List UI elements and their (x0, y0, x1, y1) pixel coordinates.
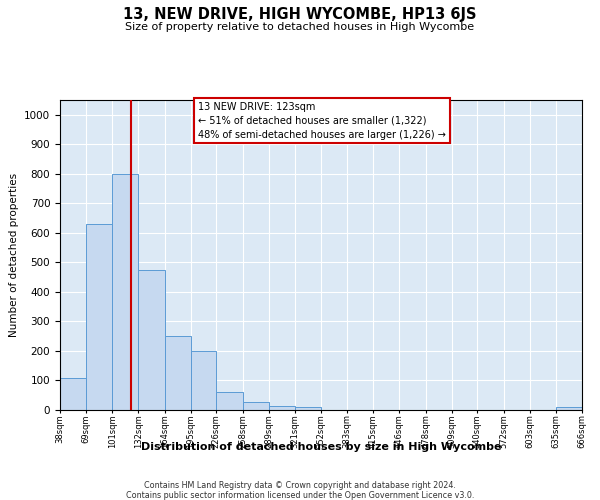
Bar (269, 406, 295, 410)
Bar (138, 270, 165, 410)
Bar (165, 336, 191, 410)
Bar (112, 174, 138, 410)
Text: Contains public sector information licensed under the Open Government Licence v3: Contains public sector information licen… (126, 491, 474, 500)
Bar (295, 407, 321, 410)
Text: Size of property relative to detached houses in High Wycombe: Size of property relative to detached ho… (125, 22, 475, 32)
Text: 13 NEW DRIVE: 123sqm
← 51% of detached houses are smaller (1,322)
48% of semi-de: 13 NEW DRIVE: 123sqm ← 51% of detached h… (199, 102, 446, 140)
Bar (191, 351, 216, 410)
Bar (216, 392, 243, 410)
Text: Distribution of detached houses by size in High Wycombe: Distribution of detached houses by size … (141, 442, 501, 452)
Bar (243, 402, 269, 410)
Text: 13, NEW DRIVE, HIGH WYCOMBE, HP13 6JS: 13, NEW DRIVE, HIGH WYCOMBE, HP13 6JS (123, 8, 477, 22)
Text: Contains HM Land Registry data © Crown copyright and database right 2024.: Contains HM Land Registry data © Crown c… (144, 481, 456, 490)
Bar (556, 407, 582, 410)
Bar (86, 224, 112, 410)
Y-axis label: Number of detached properties: Number of detached properties (8, 173, 19, 337)
Bar (60, 378, 86, 410)
